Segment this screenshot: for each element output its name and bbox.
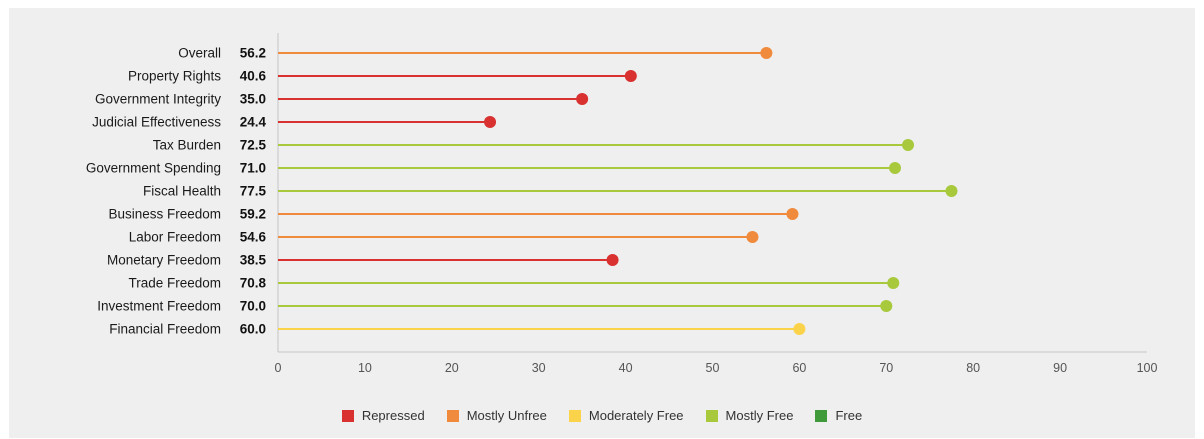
lollipop-point (484, 116, 497, 128)
legend-label: Repressed (361, 408, 425, 423)
legend: Repressed Mostly Unfree Moderately Free Mos… (9, 408, 1195, 423)
x-tick-label: 70 (879, 361, 893, 375)
category-label: Tax Burden (153, 138, 221, 153)
lollipop-point (760, 47, 773, 59)
value-label: 71.0 (240, 161, 266, 176)
value-label: 56.2 (240, 46, 266, 61)
legend-item: Repressed (341, 408, 425, 423)
x-tick-label: 30 (532, 361, 546, 375)
x-tick-label: 50 (706, 361, 720, 375)
lollipop-point (888, 162, 901, 174)
lollipop-point (945, 185, 958, 197)
lollipop-point (793, 323, 806, 335)
legend-swatch (815, 409, 828, 422)
value-label: 70.0 (240, 299, 266, 314)
x-tick-label: 80 (966, 361, 980, 375)
x-tick-label: 90 (1053, 361, 1067, 375)
legend-label: Moderately Free (588, 408, 684, 423)
value-label: 40.6 (240, 69, 267, 84)
lollipop-point (887, 277, 900, 289)
lollipop-point (786, 208, 799, 220)
x-tick-label: 60 (792, 361, 806, 375)
value-label: 35.0 (240, 92, 266, 107)
category-label: Financial Freedom (109, 322, 221, 337)
lollipop-point (624, 70, 637, 82)
lollipop-chart: 0 10 20 30 40 50 60 70 80 90 100 Overall 56.2 Propert… (86, 33, 1158, 376)
legend-swatch (705, 409, 718, 422)
axes (277, 33, 1147, 353)
lollipop-point (606, 254, 619, 266)
category-label: Judicial Effectiveness (92, 115, 221, 130)
legend-label: Mostly Unfree (466, 408, 547, 423)
category-label: Overall (178, 46, 221, 61)
category-label: Property Rights (128, 69, 221, 84)
x-tick-label: 40 (619, 361, 633, 375)
x-tick-label: 100 (1137, 361, 1158, 375)
category-label: Investment Freedom (97, 299, 221, 314)
value-label: 72.5 (240, 138, 267, 153)
category-label: Labor Freedom (129, 230, 221, 245)
value-label: 70.8 (240, 276, 267, 291)
value-label: 77.5 (240, 184, 267, 199)
value-label: 38.5 (240, 253, 267, 268)
category-label: Trade Freedom (128, 276, 221, 291)
category-label: Fiscal Health (143, 184, 221, 199)
category-label: Government Spending (86, 161, 221, 176)
legend-label: Mostly Free (725, 408, 794, 423)
data-marks (278, 47, 958, 335)
legend-swatch (341, 409, 354, 422)
legend-item: Free (815, 408, 862, 423)
lollipop-point (576, 93, 589, 105)
x-tick-label: 10 (358, 361, 372, 375)
value-label: 60.0 (240, 322, 266, 337)
x-tick-label: 20 (445, 361, 459, 375)
legend-item: Moderately Free (568, 408, 684, 423)
category-label: Business Freedom (108, 207, 221, 222)
legend-swatch (446, 409, 459, 422)
legend-label: Free (835, 408, 863, 423)
legend-item: Mostly Free (705, 408, 794, 423)
legend-swatch (568, 409, 581, 422)
value-label: 59.2 (240, 207, 266, 222)
labels: 0 10 20 30 40 50 60 70 80 90 100 Overall 56.2 Propert… (86, 46, 1158, 376)
value-label: 24.4 (240, 115, 267, 130)
legend-item: Mostly Unfree (446, 408, 547, 423)
chart-panel: 0 10 20 30 40 50 60 70 80 90 100 Overall 56.2 Propert… (9, 8, 1195, 438)
lollipop-point (902, 139, 915, 151)
x-tick-label: 0 (275, 361, 282, 375)
value-label: 54.6 (240, 230, 267, 245)
lollipop-point (880, 300, 893, 312)
category-label: Government Integrity (95, 92, 221, 107)
category-label: Monetary Freedom (107, 253, 221, 268)
lollipop-point (746, 231, 759, 243)
